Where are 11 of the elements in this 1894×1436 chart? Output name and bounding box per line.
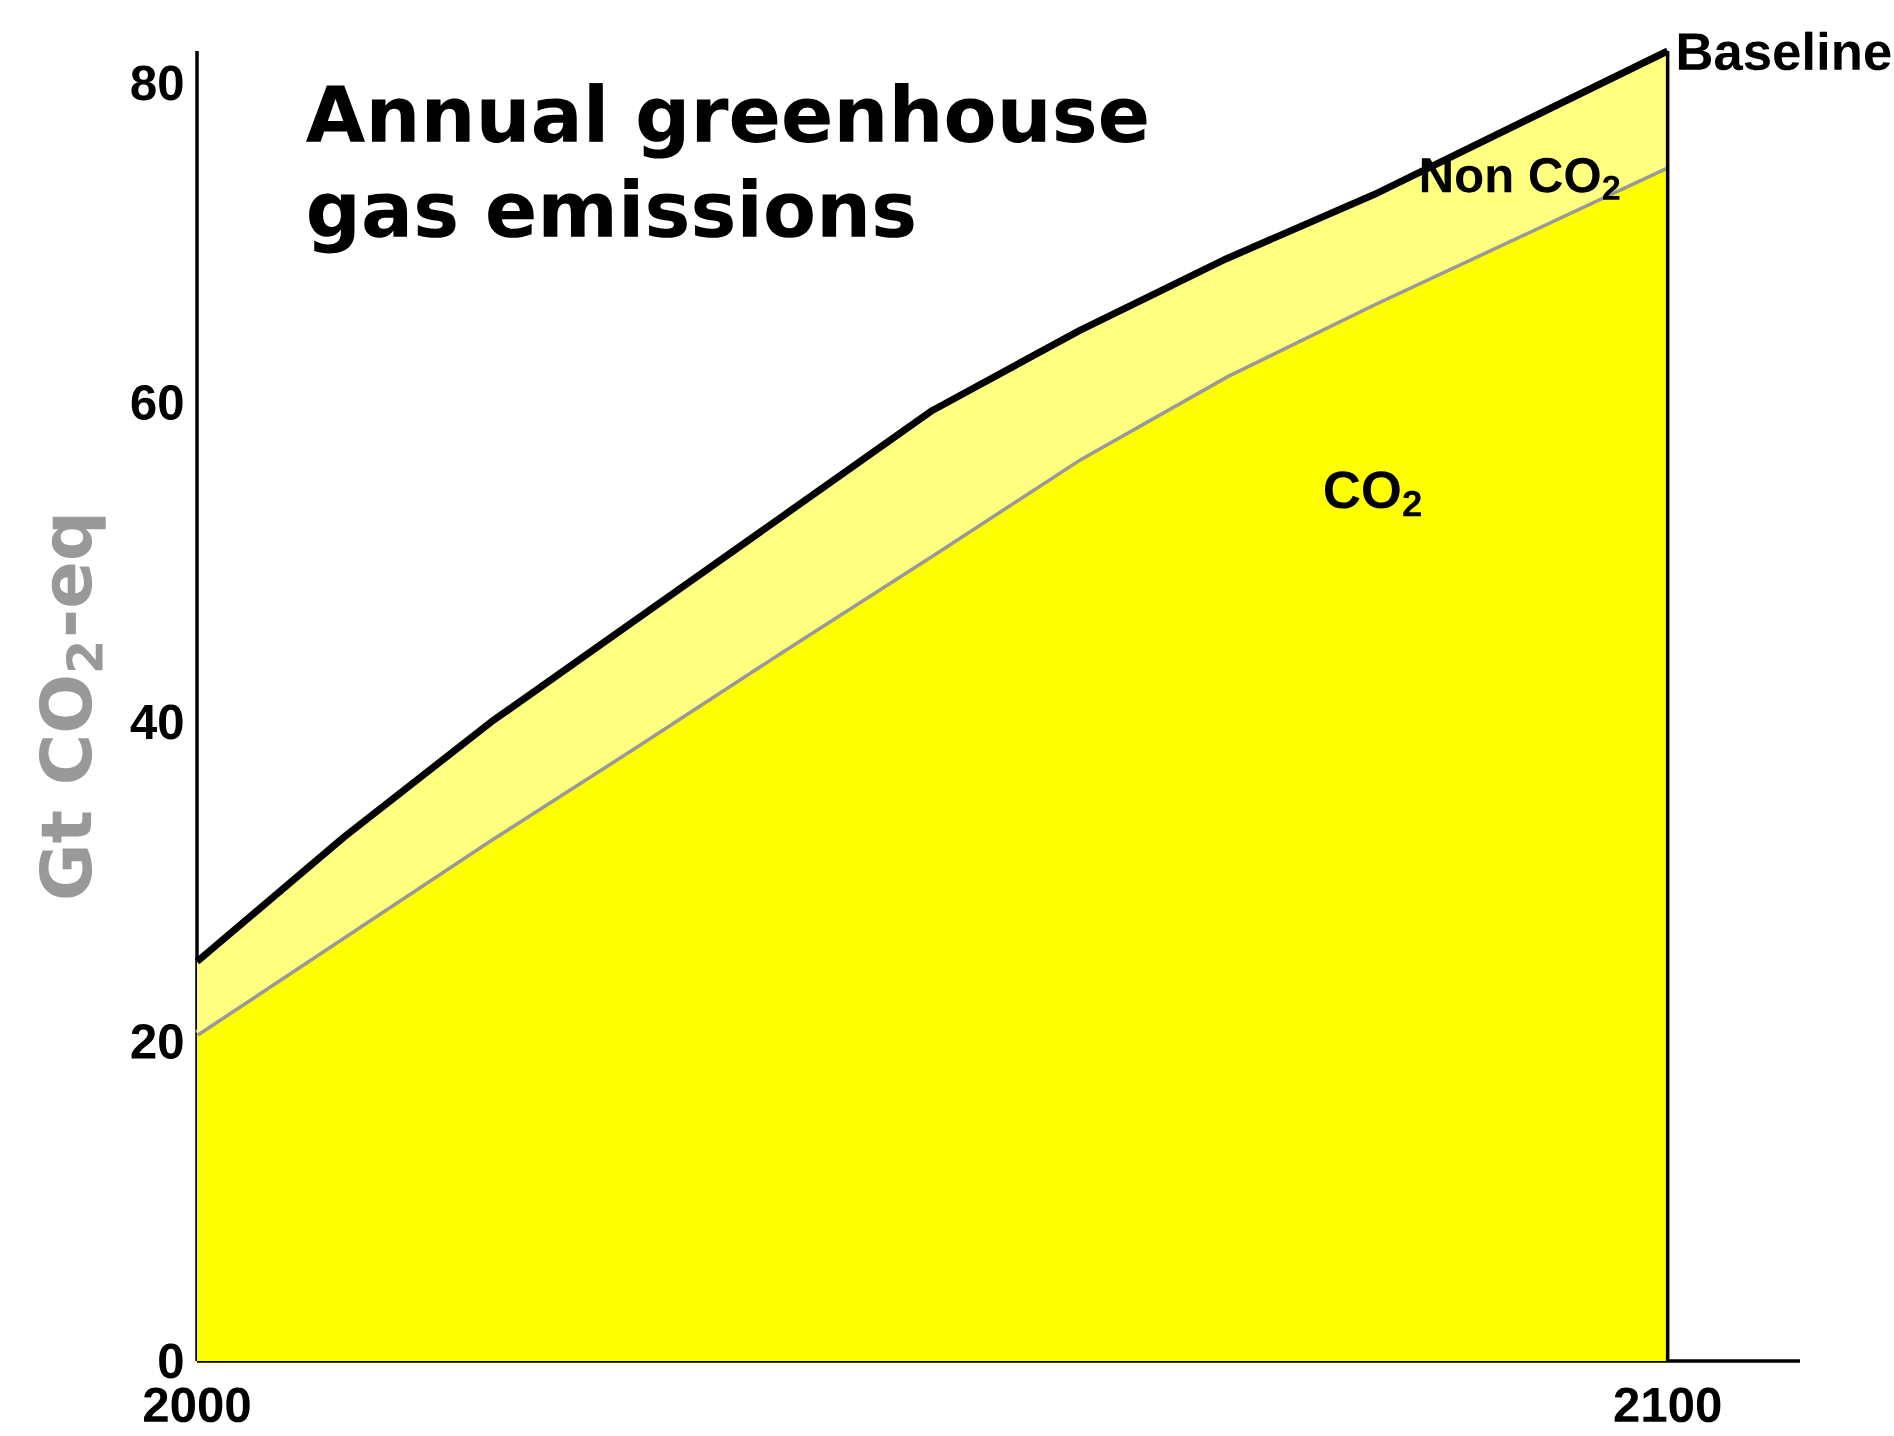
y-tick-label: 40 xyxy=(130,704,183,740)
y-tick-label: 80 xyxy=(131,65,183,101)
series-label: CO$_{2}$ xyxy=(1325,471,1421,517)
annotation: Baseline xyxy=(1678,31,1891,71)
y-tick-label: 20 xyxy=(131,1024,183,1059)
y-axis-title: Gt CO$_{2}$-eq xyxy=(38,516,106,898)
y-tick-label: 0 xyxy=(159,1343,183,1379)
y-tick-label: 60 xyxy=(131,385,183,420)
x-tick-label: 2100 xyxy=(1614,1387,1721,1423)
text: Annual greenhouse gas emissions xyxy=(305,83,1147,254)
x-tick-label: 2000 xyxy=(143,1387,250,1423)
